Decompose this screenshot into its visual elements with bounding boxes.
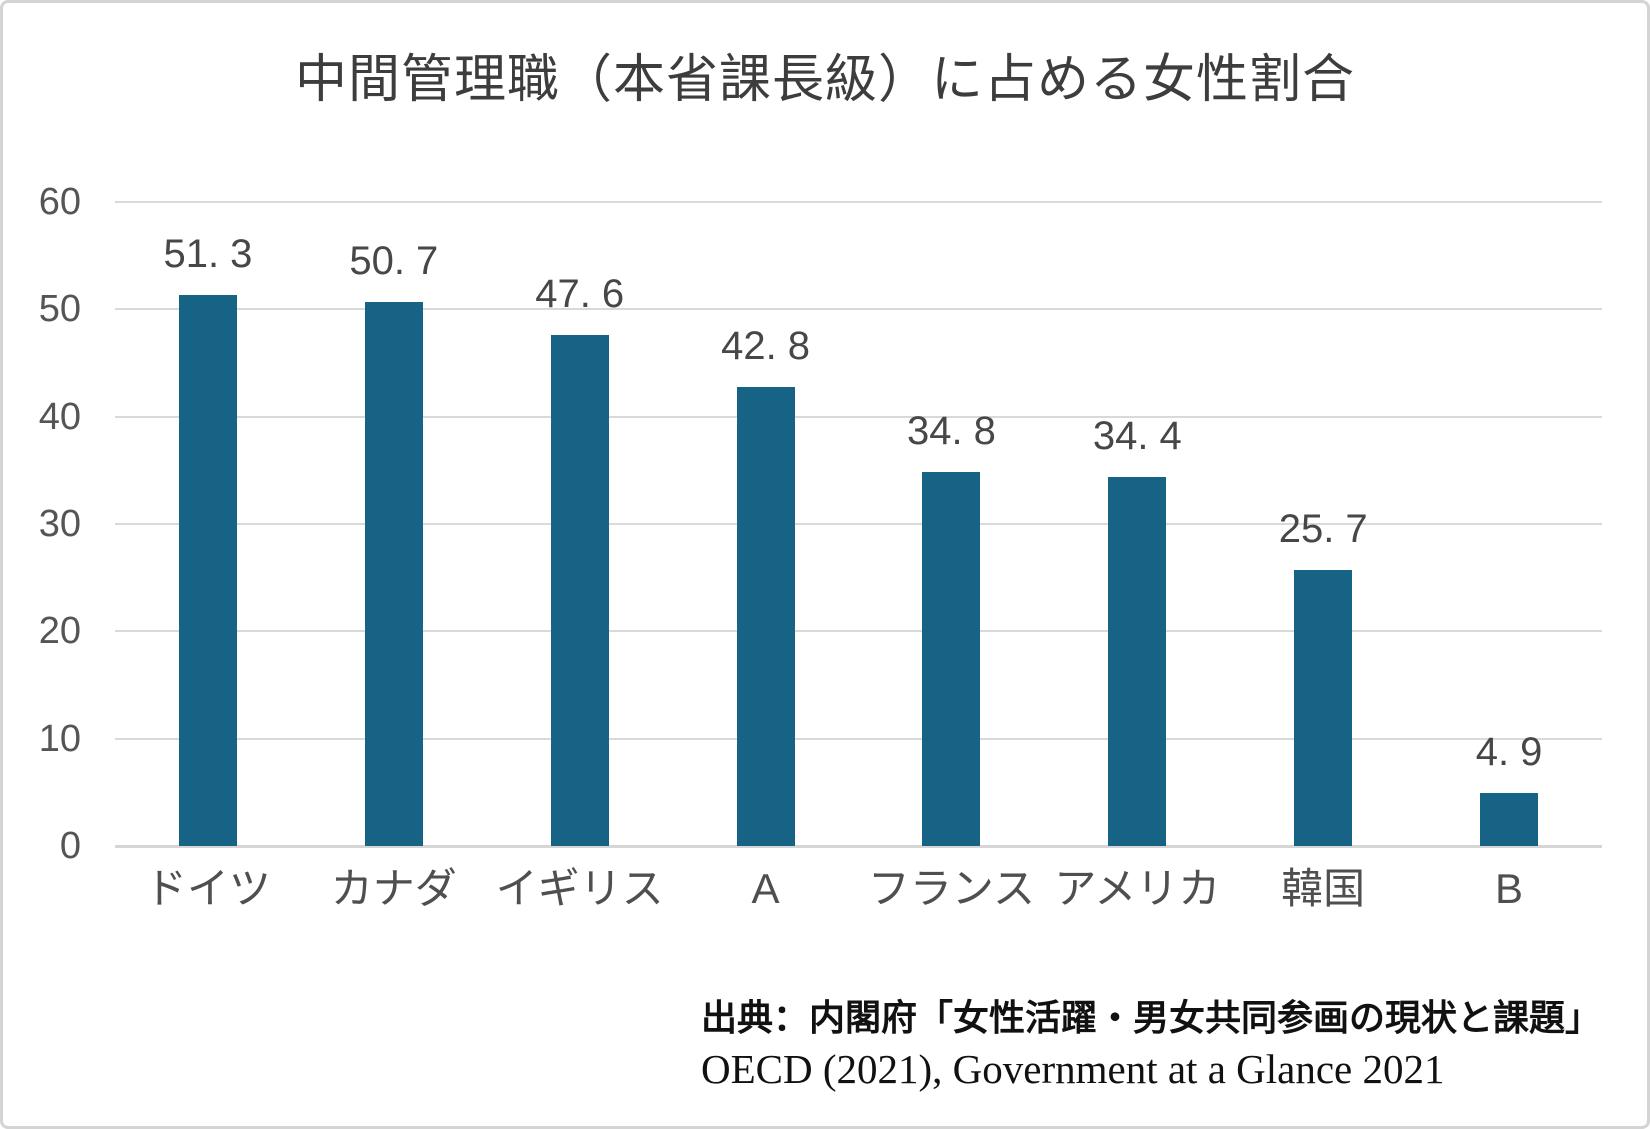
bar xyxy=(364,301,423,846)
x-axis-category-label: カナダ xyxy=(330,865,457,912)
gridline xyxy=(115,415,1602,418)
bar-value-label: 4. 9 xyxy=(1475,730,1543,775)
x-axis-category-label: ドイツ xyxy=(144,865,271,912)
x-axis-category-label: フランス xyxy=(867,865,1036,912)
y-axis-tick-label: 30 xyxy=(38,503,81,545)
bar-value-label: 25. 7 xyxy=(1278,507,1368,552)
gridline xyxy=(115,308,1602,311)
bar-value-label: 50. 7 xyxy=(349,238,439,283)
bar-value-label: 34. 8 xyxy=(906,409,996,454)
bar xyxy=(1480,793,1539,846)
bar xyxy=(178,295,237,846)
source-block: 出典：内閣府「女性活躍・男女共同参画の現状と課題」 OECD (2021), G… xyxy=(701,991,1601,1094)
gridline xyxy=(115,845,1602,848)
x-axis-category-label: アメリカ xyxy=(1054,865,1221,912)
bar xyxy=(736,386,795,846)
bar xyxy=(550,335,609,846)
source-line-2: OECD (2021), Government at a Glance 2021 xyxy=(701,1046,1445,1092)
y-axis-tick-label: 0 xyxy=(59,825,81,867)
y-axis-tick-label: 60 xyxy=(38,181,81,223)
gridline xyxy=(115,201,1602,203)
x-axis-category-label: イギリス xyxy=(495,865,664,912)
bar xyxy=(1294,570,1353,846)
gridline xyxy=(115,630,1602,633)
gridline xyxy=(115,737,1602,740)
bar-value-label: 47. 6 xyxy=(535,272,625,317)
x-axis-category-label: A xyxy=(751,865,780,912)
y-axis-tick-label: 50 xyxy=(38,288,81,331)
y-axis-tick-label: 10 xyxy=(38,717,81,760)
bar xyxy=(1108,476,1167,846)
source-line-1: 出典：内閣府「女性活躍・男女共同参画の現状と課題」 xyxy=(701,997,1602,1038)
x-axis-category-label: B xyxy=(1495,865,1524,912)
x-axis-category-label: 韓国 xyxy=(1281,865,1366,912)
chart-title: 中間管理職（本省課長級）に占める女性割合 xyxy=(294,51,1355,109)
bar-value-label: 42. 8 xyxy=(721,323,811,368)
gridline xyxy=(115,523,1602,525)
bar-value-label: 34. 4 xyxy=(1092,413,1182,458)
bar xyxy=(922,472,981,846)
plot-area: 0 10 20 30 40 50 60 51. 3 ドイツ 50. 7 カナダ 47. 6 イギリス 42… xyxy=(39,181,1602,912)
bar-value-label: 51. 3 xyxy=(163,232,253,277)
y-axis-tick-label: 20 xyxy=(38,610,81,653)
y-axis-tick-label: 40 xyxy=(38,395,81,438)
